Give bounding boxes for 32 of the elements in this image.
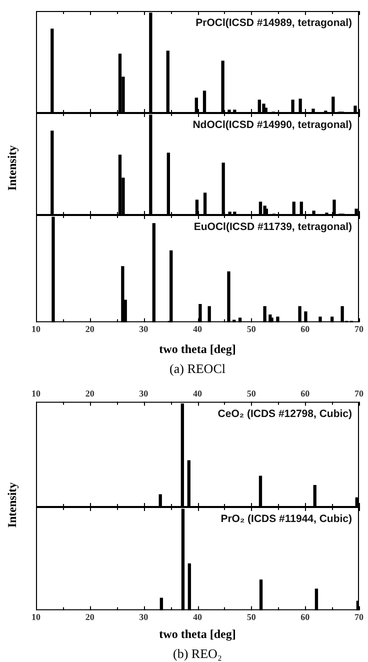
x-tick-label: 50 (246, 388, 256, 399)
x-tick-label: 20 (85, 324, 95, 334)
text: (a) REOCl (168, 361, 226, 377)
x-tick-label: 70 (354, 612, 364, 622)
x-axis-title: two theta [deg] (158, 342, 237, 357)
x-tick-label: 10 (32, 612, 41, 622)
y-axis-title: Intensity (5, 144, 19, 193)
x-tick-label: 20 (85, 388, 95, 399)
x-tick-label: 20 (85, 612, 95, 622)
x-tick-label: 30 (139, 612, 149, 622)
x-tick-label: 10 (32, 324, 41, 334)
x-tick-label: 50 (246, 324, 256, 334)
x-tick-label: 40 (193, 324, 202, 334)
text: NdOCl(ICSD #14990, tetragonal) (192, 119, 352, 132)
x-tick-label: 60 (300, 612, 310, 622)
x-tick-label: 40 (193, 388, 202, 399)
text: PrOCl(ICSD #14989, tetragonal) (196, 17, 352, 30)
y-axis-title: Intensity (5, 481, 19, 530)
x-tick-label: 60 (300, 324, 310, 334)
x-tick-label: 70 (354, 324, 364, 334)
x-tick-label: 30 (139, 324, 149, 334)
x-tick-label: 40 (193, 612, 202, 622)
text: (b) REO₂ (172, 646, 223, 662)
x-tick-label: 50 (246, 612, 256, 622)
x-axis-title: two theta [deg] (158, 627, 237, 642)
chart-title: PrO₂ (ICDS #11944, Cubic) (220, 513, 352, 526)
x-tick-label: 30 (139, 388, 149, 399)
x-tick-label: 10 (32, 388, 41, 399)
x-tick-label: 70 (354, 388, 364, 399)
chart-title: EuOCl(ICSD #11739, tetragonal) (194, 221, 352, 234)
chart-title: CeO₂ (ICDS #12798, Cubic) (218, 408, 352, 420)
x-tick-label: 60 (300, 388, 310, 399)
